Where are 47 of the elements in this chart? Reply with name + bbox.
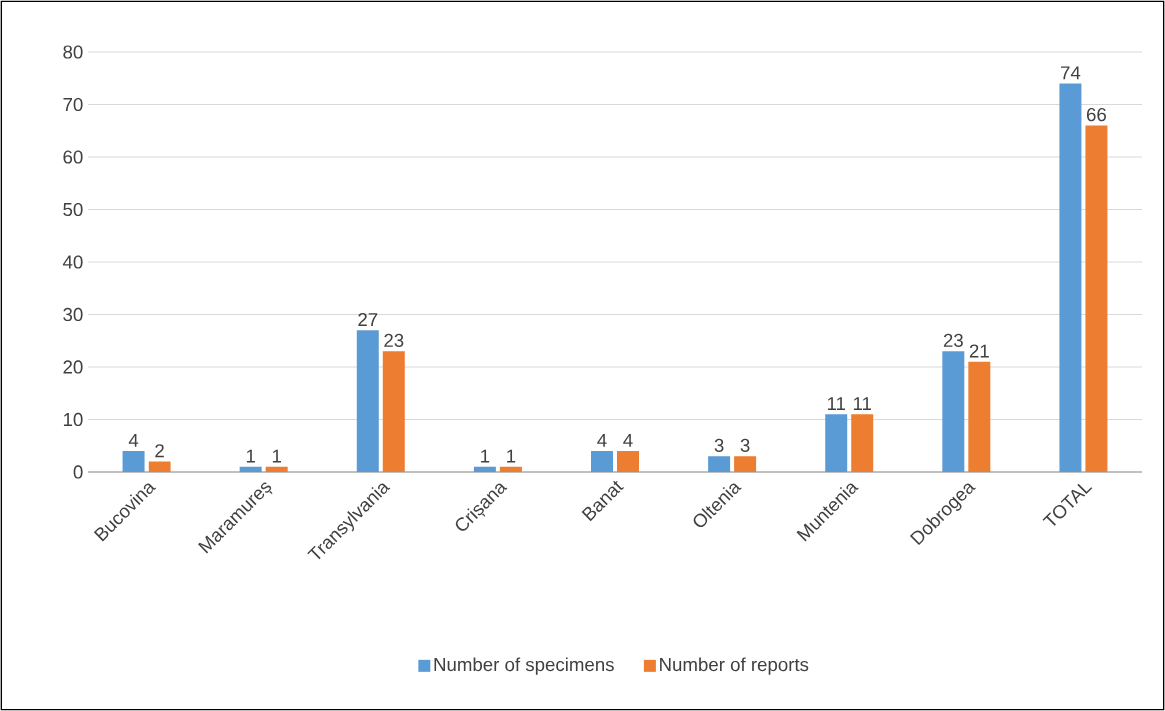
- data-label: 1: [246, 449, 255, 463]
- bar: [1085, 125, 1108, 472]
- data-label: 23: [943, 333, 963, 347]
- bar: [148, 461, 171, 472]
- bar: [356, 330, 379, 472]
- y-tick-label: 30: [63, 307, 83, 322]
- data-label: 1: [507, 449, 516, 463]
- y-tick-label: 80: [63, 45, 83, 59]
- y-tick-label: 50: [63, 202, 83, 217]
- y-tick-label: 70: [63, 97, 83, 112]
- data-label: 4: [128, 433, 139, 447]
- data-label: 2: [155, 444, 164, 458]
- bar: [851, 414, 874, 472]
- bar: [382, 351, 405, 472]
- data-label: 4: [623, 433, 633, 447]
- data-label: 23: [384, 333, 404, 347]
- data-label: 21: [969, 344, 989, 358]
- data-label: 11: [827, 397, 845, 410]
- legend-label: Number of specimens: [434, 657, 614, 675]
- y-tick-label: 20: [63, 360, 83, 374]
- bar: [942, 351, 965, 472]
- data-label: 4: [597, 433, 607, 447]
- bar: [1059, 83, 1082, 472]
- bar: [591, 450, 613, 472]
- y-tick-label: 40: [62, 255, 83, 269]
- y-tick-label: 0: [73, 465, 83, 479]
- data-label: 74: [1061, 66, 1081, 80]
- bar: [239, 466, 262, 472]
- legend-label: Number of reports: [660, 657, 809, 675]
- bar: [473, 466, 496, 472]
- bar: [122, 450, 145, 472]
- bar: [499, 466, 522, 472]
- data-label: 3: [714, 438, 724, 452]
- bar: [825, 414, 848, 472]
- data-label: 27: [358, 312, 378, 326]
- data-label: 1: [272, 449, 281, 463]
- y-tick-label: 10: [63, 412, 83, 427]
- bar: [617, 450, 639, 472]
- data-label: 11: [853, 397, 871, 410]
- data-label: 3: [740, 438, 750, 452]
- y-tick-label: 60: [63, 150, 83, 164]
- bar: [265, 466, 288, 472]
- bar: [708, 456, 731, 472]
- bar: [968, 361, 991, 472]
- data-label: 66: [1086, 108, 1106, 122]
- bar: [734, 456, 757, 472]
- data-label: 1: [481, 449, 490, 463]
